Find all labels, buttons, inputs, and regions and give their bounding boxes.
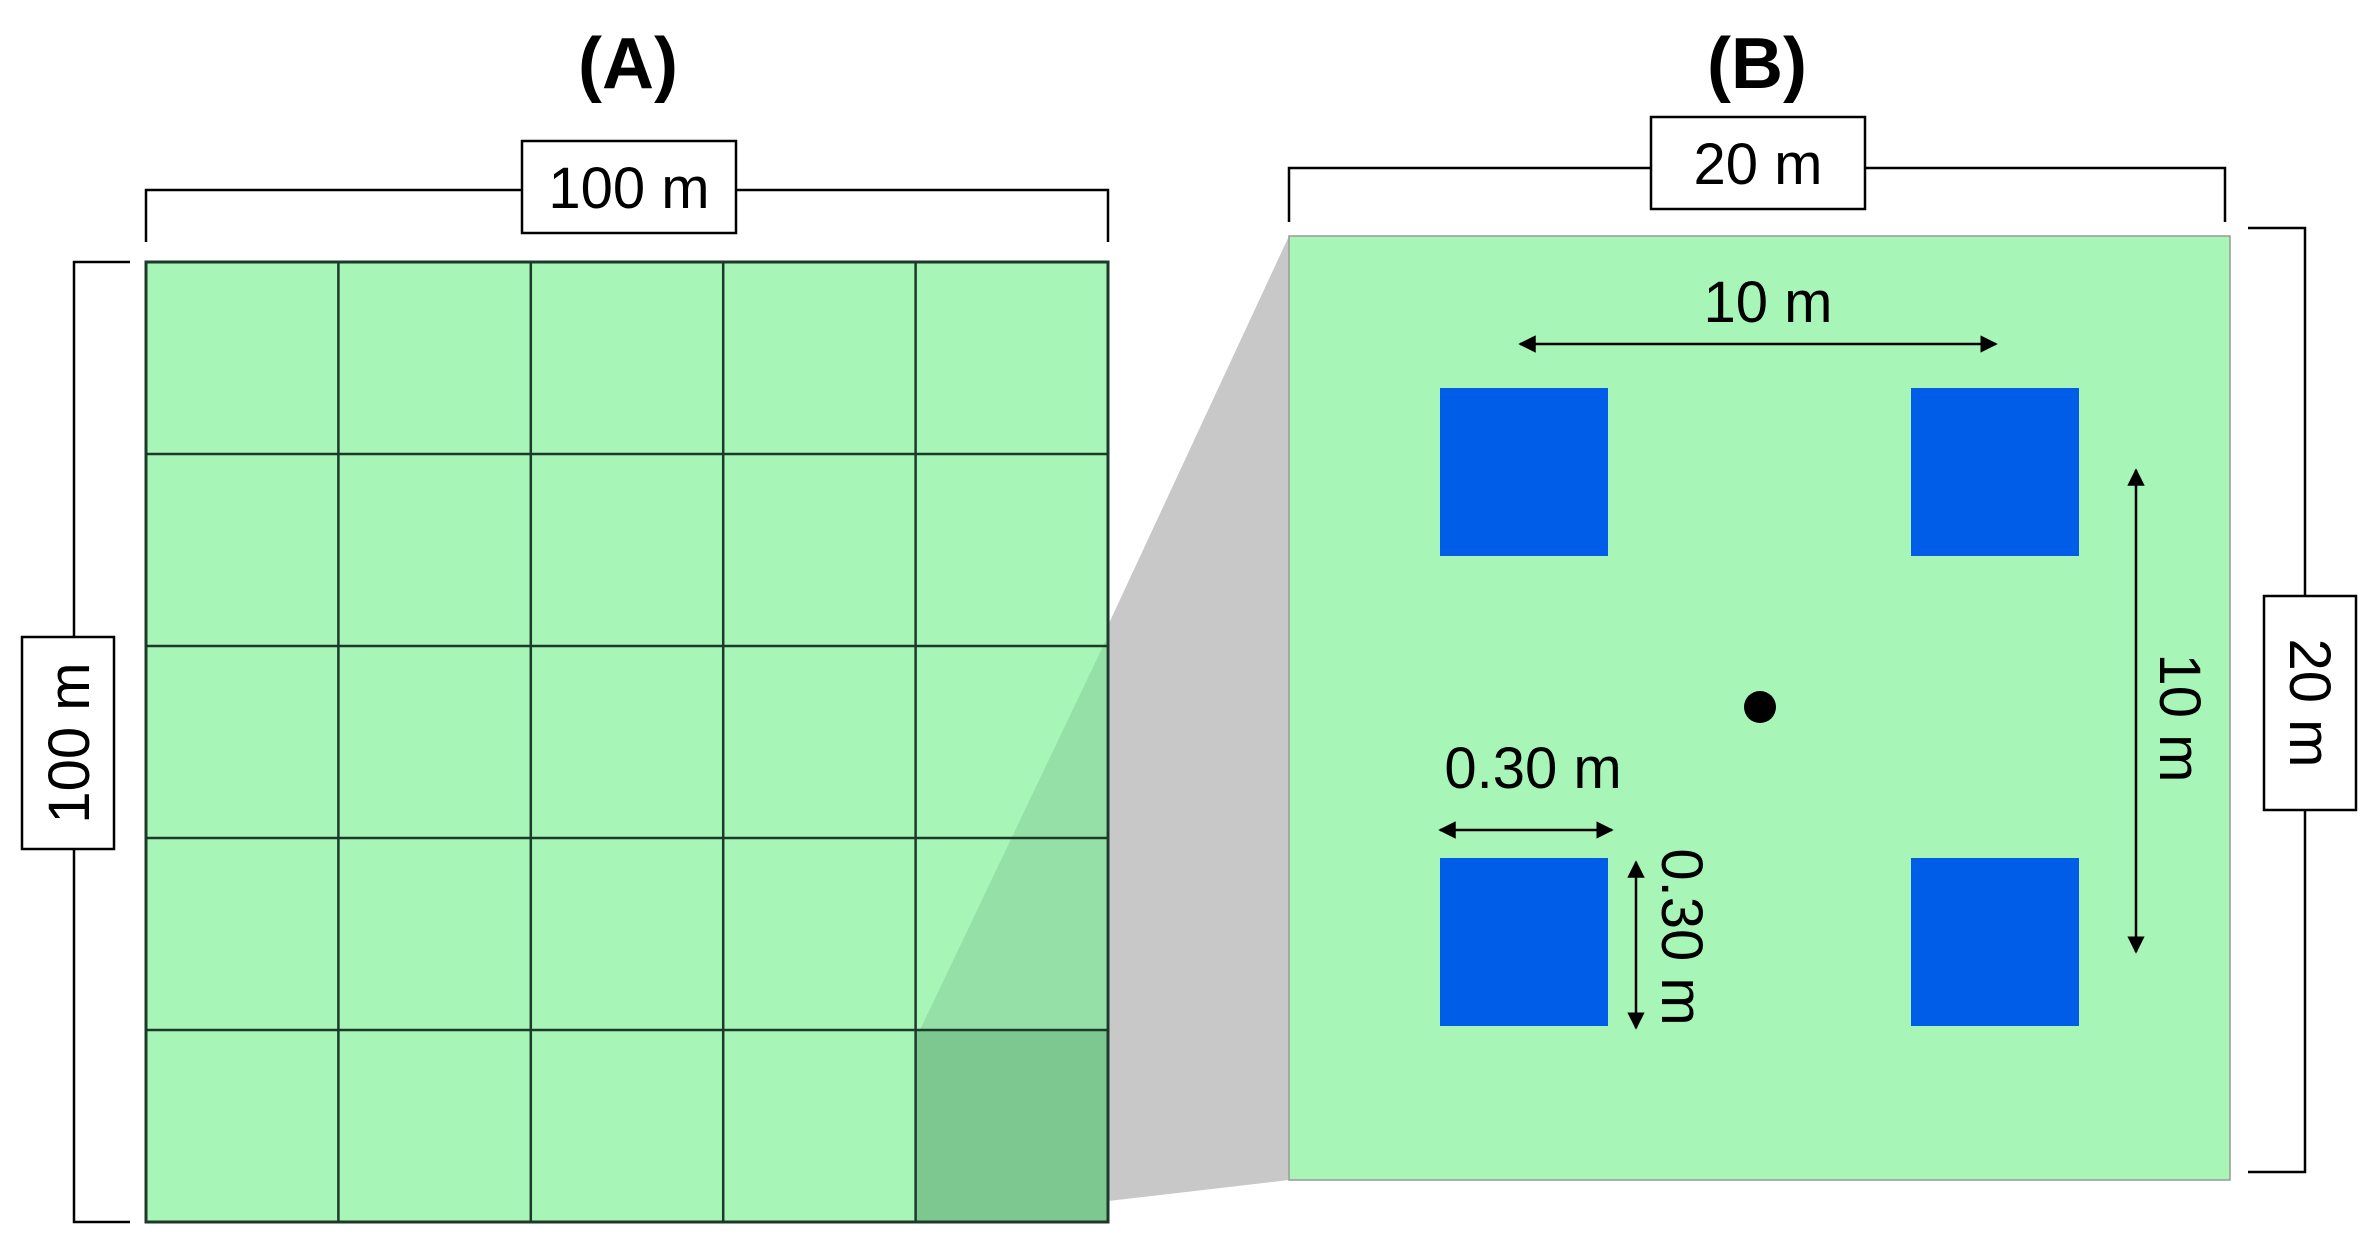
panel-b-width-label-box: [1649, 115, 1867, 211]
panel-a-plot-border: [144, 260, 1110, 1224]
panel-a-grid: [146, 262, 1108, 1222]
zoom-projection-overlay: [919, 640, 1106, 1222]
quadrat-bottom-left: [1440, 858, 1608, 1026]
panel-a-height-label: 100 m: [37, 662, 102, 823]
spacing-horizontal-label: 10 m: [1704, 270, 1833, 335]
panel-a-label: (A): [578, 24, 678, 104]
panel-a-highlighted-subplot: [916, 1030, 1108, 1222]
panel-b-label: (B): [1707, 24, 1807, 104]
panel-a-width-label-box: [520, 139, 738, 235]
spacing-vertical-label: 10 m: [2147, 654, 2212, 783]
quadrat-bottom-right: [1911, 858, 2079, 1026]
panel-b-width-label: 20 m: [1694, 132, 1823, 197]
quadrat-top-left: [1440, 388, 1608, 556]
square-width-label: 0.30 m: [1444, 736, 1621, 801]
panel-a-height-label-box: [20, 635, 116, 851]
panel-b-height-label: 20 m: [2277, 639, 2342, 768]
plot-center-point: [1744, 691, 1776, 723]
quadrat-top-right: [1911, 388, 2079, 556]
square-height-label: 0.30 m: [1649, 848, 1714, 1025]
panel-a-width-label: 100 m: [548, 156, 709, 221]
panel-b-height-label-box: [2262, 594, 2358, 812]
